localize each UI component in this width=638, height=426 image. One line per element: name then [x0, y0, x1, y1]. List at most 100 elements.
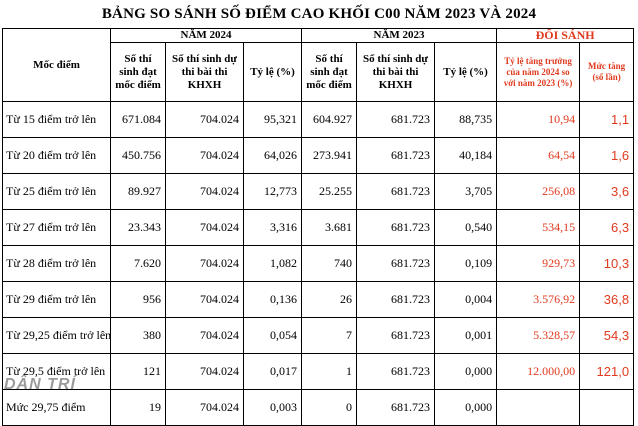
cell-ty-le-2024: 0,136: [242, 281, 303, 318]
cell-dat-2023: 3.681: [301, 209, 358, 246]
cell-dat-2024: 19: [110, 389, 166, 426]
cell-ty-le-2023: 0,001: [434, 317, 498, 354]
cell-dat-2024: 89.927: [110, 173, 166, 210]
cell-tang-truong: 10,94: [496, 101, 581, 138]
table-row: Từ 25 điểm trở lên 89.927 704.024 12,773…: [2, 173, 635, 210]
cell-dat-2024: 7.620: [110, 245, 166, 282]
cell-dat-2023: 740: [301, 245, 358, 282]
cell-dat-2024: 956: [110, 281, 166, 318]
cell-muc-tang: 36,8: [579, 281, 635, 318]
cell-muc-tang: 6,3: [579, 209, 635, 246]
cell-dat-2024: 671.084: [110, 101, 166, 138]
cell-muc-tang: 3,6: [579, 173, 635, 210]
cell-du-thi-2023: 681.723: [356, 137, 436, 174]
cell-ty-le-2023: 40,184: [434, 137, 498, 174]
table-row: Từ 27 điểm trở lên 23.343 704.024 3,316 …: [2, 209, 635, 246]
cell-tang-truong: 64,54: [496, 137, 581, 174]
cell-label: Từ 29 điểm trở lên: [2, 281, 111, 318]
table-row: Từ 28 điểm trở lên 7.620 704.024 1,082 7…: [2, 245, 635, 282]
cell-muc-tang: 121,0: [579, 353, 635, 390]
cell-ty-le-2023: 3,705: [434, 173, 498, 210]
cell-du-thi-2023: 681.723: [356, 389, 436, 426]
cell-ty-le-2024: 12,773: [242, 173, 303, 210]
cell-tang-truong: 929,73: [496, 245, 581, 282]
cell-tang-truong: 12.000,00: [496, 353, 581, 390]
header-muc-tang: Mức tăng (số lần): [579, 42, 635, 102]
table-row: Từ 15 điểm trở lên 671.084 704.024 95,32…: [2, 101, 635, 138]
cell-tang-truong: 256,08: [496, 173, 581, 210]
cell-tang-truong: [496, 389, 581, 426]
cell-du-thi-2024: 704.024: [165, 209, 244, 246]
cell-du-thi-2023: 681.723: [356, 101, 436, 138]
cell-ty-le-2024: 0,017: [242, 353, 303, 390]
cell-tang-truong: 3.576,92: [496, 281, 581, 318]
cell-du-thi-2024: 704.024: [165, 245, 244, 282]
cell-muc-tang: 10,3: [579, 245, 635, 282]
header-group-2024: NĂM 2024: [109, 28, 303, 43]
cell-dat-2023: 1: [301, 353, 358, 390]
cell-ty-le-2023: 0,000: [434, 389, 498, 426]
cell-muc-tang: [579, 389, 635, 426]
cell-ty-le-2024: 1,082: [242, 245, 303, 282]
header-moc-diem: Mốc điểm: [2, 28, 111, 102]
cell-dat-2024: 450.756: [110, 137, 166, 174]
cell-dat-2023: 273.941: [301, 137, 358, 174]
cell-ty-le-2023: 88,735: [434, 101, 498, 138]
cell-dat-2023: 604.927: [301, 101, 358, 138]
cell-du-thi-2024: 704.024: [165, 173, 244, 210]
cell-muc-tang: 54,3: [579, 317, 635, 354]
cell-du-thi-2024: 704.024: [165, 101, 244, 138]
cell-ty-le-2024: 3,316: [242, 209, 303, 246]
cell-du-thi-2023: 681.723: [356, 317, 436, 354]
header-tang-truong: Tỷ lệ tăng trưởng của năm 2024 so với nă…: [496, 42, 581, 102]
cell-label: Từ 25 điểm trở lên: [2, 173, 111, 210]
cell-dat-2023: 0: [301, 389, 358, 426]
table-title: BẢNG SO SÁNH SỐ ĐIỂM CAO KHỐI C00 NĂM 20…: [101, 6, 537, 22]
header-group-doi-sanh: ĐỐI SÁNH: [496, 28, 635, 43]
cell-du-thi-2024: 704.024: [165, 317, 244, 354]
cell-dat-2023: 26: [301, 281, 358, 318]
cell-ty-le-2024: 0,003: [242, 389, 303, 426]
cell-tang-truong: 534,15: [496, 209, 581, 246]
cell-ty-le-2024: 0,054: [242, 317, 303, 354]
cell-dat-2024: 380: [110, 317, 166, 354]
table-row: Từ 20 điểm trở lên 450.756 704.024 64,02…: [2, 137, 635, 174]
cell-tang-truong: 5.328,57: [496, 317, 581, 354]
cell-ty-le-2024: 64,026: [242, 137, 303, 174]
table-row: Từ 29,25 điểm trở lên 380 704.024 0,054 …: [2, 317, 635, 354]
cell-ty-le-2024: 95,321: [242, 101, 303, 138]
comparison-table: Mốc điểm NĂM 2024 NĂM 2023 ĐỐI SÁNH Số t…: [2, 28, 635, 426]
cell-du-thi-2024: 704.024: [165, 281, 244, 318]
header-du-thi-2023: Số thí sinh dự thi bài thi KHXH: [356, 42, 436, 102]
cell-dat-2023: 7: [301, 317, 358, 354]
cell-du-thi-2023: 681.723: [356, 281, 436, 318]
header-dat-2024: Số thí sinh đạt mốc điểm: [110, 42, 166, 102]
cell-label: Từ 20 điểm trở lên: [2, 137, 111, 174]
cell-du-thi-2023: 681.723: [356, 245, 436, 282]
cell-label: Từ 27 điểm trở lên: [2, 209, 111, 246]
cell-label: Từ 29,5 điểm trở lên: [2, 353, 111, 390]
cell-ty-le-2023: 0,109: [434, 245, 498, 282]
cell-du-thi-2024: 704.024: [165, 137, 244, 174]
cell-dat-2024: 121: [110, 353, 166, 390]
cell-dat-2023: 25.255: [301, 173, 358, 210]
header-ty-le-2023: Tỷ lệ (%): [434, 42, 498, 102]
cell-du-thi-2023: 681.723: [356, 353, 436, 390]
cell-du-thi-2023: 681.723: [356, 173, 436, 210]
cell-du-thi-2024: 704.024: [165, 389, 244, 426]
cell-label: Từ 29,25 điểm trở lên: [2, 317, 111, 354]
cell-ty-le-2023: 0,540: [434, 209, 498, 246]
cell-du-thi-2024: 704.024: [165, 353, 244, 390]
cell-muc-tang: 1,6: [579, 137, 635, 174]
cell-ty-le-2023: 0,004: [434, 281, 498, 318]
cell-ty-le-2023: 0,000: [434, 353, 498, 390]
header-du-thi-2024: Số thí sinh dự thi bài thi KHXH: [165, 42, 244, 102]
header-ty-le-2024: Tỷ lệ (%): [242, 42, 303, 102]
cell-dat-2024: 23.343: [110, 209, 166, 246]
table-row: Từ 29,5 điểm trở lên 121 704.024 0,017 1…: [2, 353, 635, 390]
table-body: Từ 15 điểm trở lên 671.084 704.024 95,32…: [2, 101, 635, 426]
header-dat-2023: Số thí sinh đạt mốc điểm: [301, 42, 358, 102]
watermark-logo: DÂN TRÍ: [4, 376, 76, 393]
table-row: Từ 29 điểm trở lên 956 704.024 0,136 26 …: [2, 281, 635, 318]
cell-du-thi-2023: 681.723: [356, 209, 436, 246]
